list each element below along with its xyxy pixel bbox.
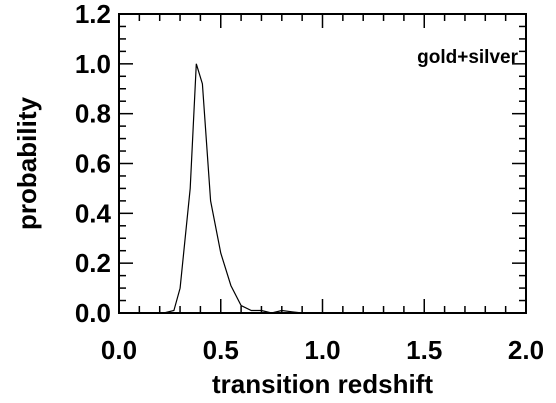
plot-frame — [118, 13, 527, 314]
x-tick-label: 1.5 — [406, 335, 442, 365]
axis-ticks — [118, 13, 527, 314]
y-tick-label: 0.2 — [75, 248, 111, 278]
x-tick-label: 0.5 — [203, 335, 239, 365]
series-layer — [119, 63, 526, 314]
y-tick-label: 0.6 — [75, 149, 111, 179]
chart-annotation: gold+silver — [417, 47, 518, 68]
x-axis-label: transition redshift — [212, 369, 433, 399]
y-tick-label: 1.2 — [75, 0, 111, 29]
tick-labels: 0.0 0.5 1.0 1.5 2.0 0.0 0.2 0.4 0.6 0.8 1.0 1.2 — [75, 0, 544, 365]
x-tick-label: 1.0 — [304, 335, 340, 365]
y-tick-label: 0.8 — [75, 99, 111, 129]
x-tick-label: 0.0 — [101, 335, 137, 365]
x-tick-label: 2.0 — [508, 335, 544, 365]
y-axis-label: probability — [12, 97, 42, 230]
y-tick-label: 0.0 — [75, 298, 111, 328]
probability-series-line — [119, 63, 526, 314]
y-tick-label: 1.0 — [75, 49, 111, 79]
y-tick-label: 0.4 — [75, 198, 112, 228]
